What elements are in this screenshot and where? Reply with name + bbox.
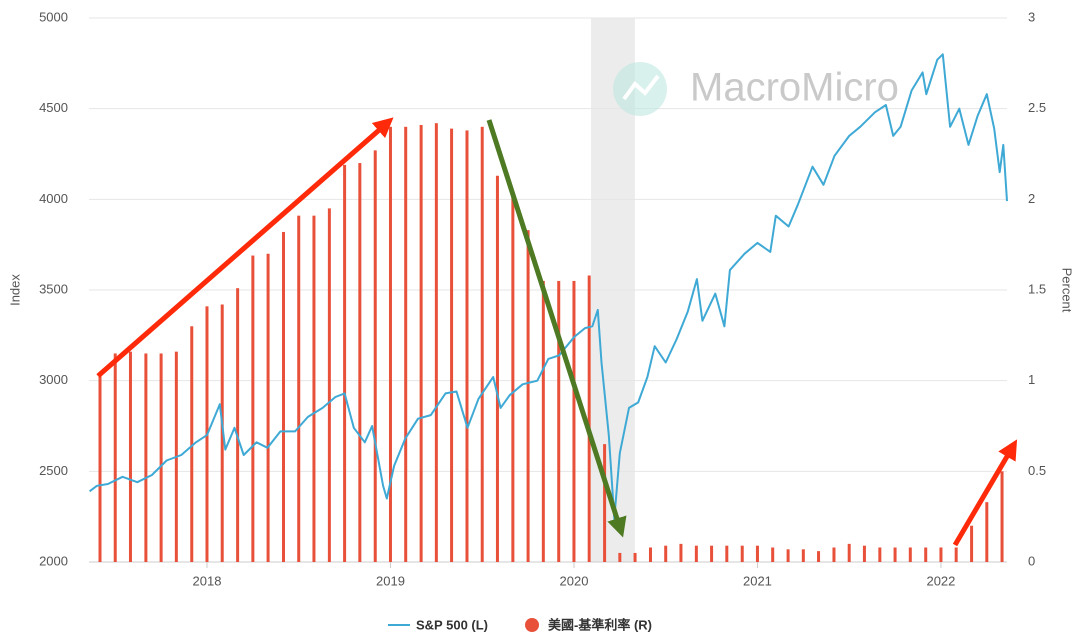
- bar: [128, 351, 132, 562]
- bar: [740, 545, 744, 562]
- bar: [679, 543, 683, 562]
- bar: [817, 551, 821, 562]
- arrow-up: [96, 117, 394, 378]
- watermark-text: MacroMicro: [690, 66, 899, 110]
- bar: [801, 549, 805, 562]
- bar: [327, 208, 331, 562]
- bar: [511, 192, 515, 562]
- bar: [847, 543, 851, 562]
- bar: [495, 175, 499, 562]
- arrow-down: [486, 119, 627, 538]
- bar: [480, 126, 484, 563]
- bar: [985, 502, 989, 562]
- bar: [633, 552, 637, 562]
- y-tick-label: 4000: [39, 191, 68, 206]
- bar: [220, 304, 224, 562]
- bar: [557, 280, 561, 562]
- bar: [771, 547, 775, 562]
- y-tick-label: 5000: [39, 9, 68, 24]
- bar: [694, 545, 698, 562]
- bar: [465, 130, 469, 562]
- bar: [541, 280, 545, 562]
- bar: [266, 253, 270, 562]
- bar: [419, 124, 423, 562]
- y2-tick-label: 3: [1028, 9, 1035, 24]
- bar: [893, 547, 897, 562]
- bar: [236, 288, 240, 562]
- bar: [144, 353, 148, 562]
- bar: [710, 545, 714, 562]
- bar: [251, 255, 255, 562]
- bar: [664, 545, 668, 562]
- bar: [648, 547, 652, 562]
- y2-tick-label: 0.5: [1028, 463, 1046, 478]
- bar: [755, 545, 759, 562]
- bar: [450, 128, 454, 562]
- bar: [358, 163, 362, 563]
- line: [88, 53, 1008, 520]
- x-tick-label: 2022: [926, 573, 955, 588]
- bar: [159, 353, 163, 562]
- legend-label: S&P 500 (L): [416, 617, 488, 632]
- bar: [587, 275, 591, 562]
- x-tick-label: 2019: [376, 573, 405, 588]
- bar: [908, 547, 912, 562]
- bar: [618, 552, 622, 562]
- bar: [924, 547, 928, 562]
- bar: [572, 280, 576, 562]
- bar: [388, 126, 392, 563]
- y-tick-label: 4500: [39, 100, 68, 115]
- bar: [939, 547, 943, 562]
- y2-tick-label: 1.5: [1028, 281, 1046, 296]
- y2-tick-label: 2.5: [1028, 100, 1046, 115]
- y-tick-label: 2000: [39, 553, 68, 568]
- bar: [190, 326, 194, 562]
- y2-axis-title: Percent: [1060, 268, 1075, 313]
- y-tick-label: 2500: [39, 463, 68, 478]
- bar: [343, 164, 347, 562]
- plot-layer: [88, 53, 1008, 563]
- bar: [954, 547, 958, 562]
- y-tick-label: 3500: [39, 281, 68, 296]
- bar: [404, 126, 408, 563]
- bar: [603, 444, 607, 562]
- bar: [526, 230, 530, 562]
- bar: [373, 150, 377, 562]
- annotation-arrows: [96, 117, 1018, 547]
- bar: [312, 215, 316, 563]
- bar: [434, 123, 438, 562]
- y-axis-title: Index: [7, 274, 22, 306]
- bar: [113, 353, 117, 562]
- y2-tick-label: 0: [1028, 553, 1035, 568]
- watermark-logo-mark: [622, 74, 660, 101]
- bar: [1000, 471, 1004, 562]
- legend-swatch: [525, 618, 540, 632]
- x-tick-label: 2020: [560, 573, 589, 588]
- bar: [878, 547, 882, 562]
- y2-tick-label: 2: [1028, 191, 1035, 206]
- x-tick-label: 2018: [193, 573, 222, 588]
- legend: S&P 500 (L) 美國-基準利率 (R): [388, 617, 652, 632]
- bar: [970, 525, 974, 562]
- bar: [862, 545, 866, 562]
- bar: [786, 549, 790, 562]
- arrow-up: [952, 439, 1018, 547]
- watermark: MacroMicro: [613, 62, 899, 116]
- bar: [281, 231, 285, 562]
- bar: [297, 215, 301, 563]
- x-tick-label: 2021: [743, 573, 772, 588]
- y-tick-label: 3000: [39, 372, 68, 387]
- bar: [98, 373, 102, 562]
- legend-label: 美國-基準利率 (R): [548, 617, 652, 632]
- y2-tick-label: 1: [1028, 372, 1035, 387]
- bar: [832, 547, 836, 562]
- bar: [725, 545, 729, 562]
